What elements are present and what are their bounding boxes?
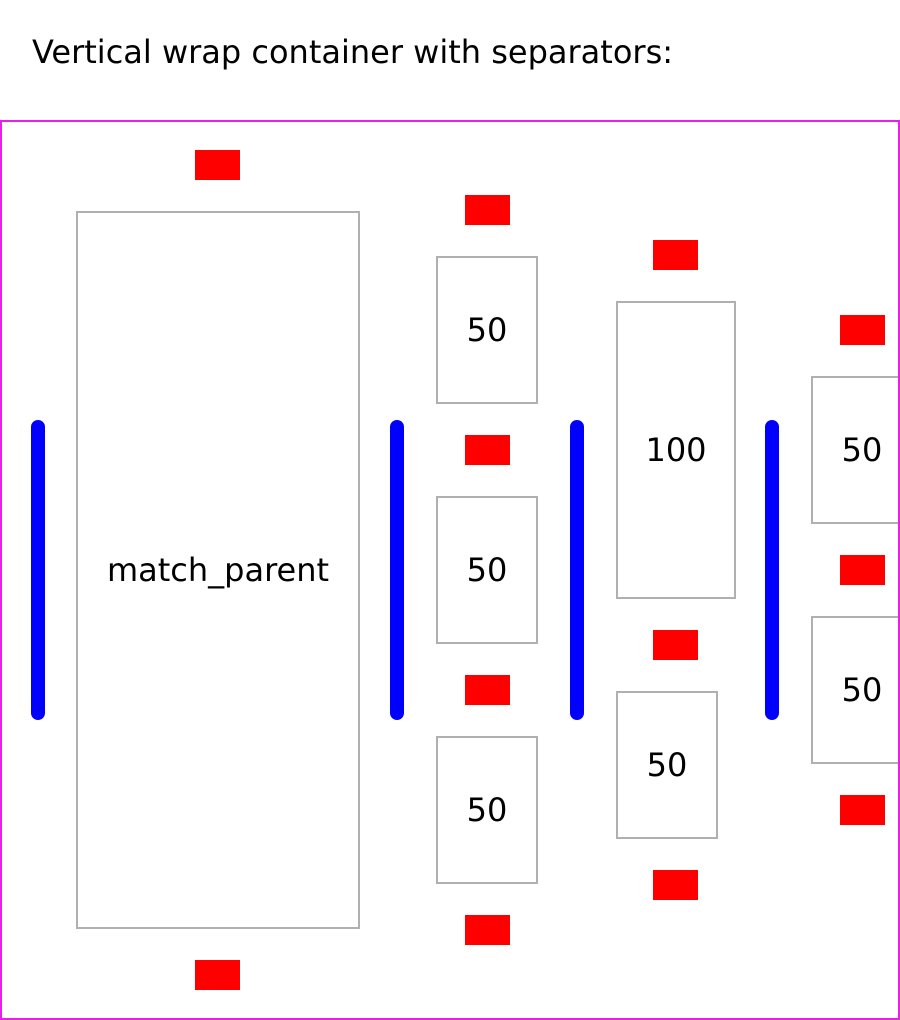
item-label: 50 [466, 311, 508, 349]
item-separator [653, 630, 698, 660]
item-label: 50 [466, 551, 508, 589]
item-separator [465, 195, 510, 225]
item-label: 50 [841, 431, 883, 469]
wrap-container: match_parent 50 50 50 100 50 50 50 [0, 120, 900, 1020]
column-separator [570, 420, 584, 720]
item-separator [465, 435, 510, 465]
item-separator [653, 240, 698, 270]
item-separator [840, 315, 885, 345]
item-50: 50 [811, 616, 898, 764]
item-label: 50 [466, 791, 508, 829]
item-label: 50 [841, 671, 883, 709]
column-separator [765, 420, 779, 720]
item-50: 50 [436, 256, 538, 404]
item-match-parent: match_parent [76, 211, 360, 929]
item-separator [653, 870, 698, 900]
item-50: 50 [436, 496, 538, 644]
item-label: match_parent [106, 551, 330, 589]
item-100: 100 [616, 301, 736, 599]
item-50: 50 [811, 376, 898, 524]
item-50: 50 [436, 736, 538, 884]
item-label: 50 [646, 746, 688, 784]
item-separator [195, 150, 240, 180]
item-label: 100 [645, 431, 707, 469]
column-separator [31, 420, 45, 720]
column-separator [390, 420, 404, 720]
item-separator [465, 915, 510, 945]
item-separator [840, 795, 885, 825]
item-50: 50 [616, 691, 718, 839]
item-separator [195, 960, 240, 990]
item-separator [465, 675, 510, 705]
item-separator [840, 555, 885, 585]
page-title: Vertical wrap container with separators: [32, 33, 674, 71]
